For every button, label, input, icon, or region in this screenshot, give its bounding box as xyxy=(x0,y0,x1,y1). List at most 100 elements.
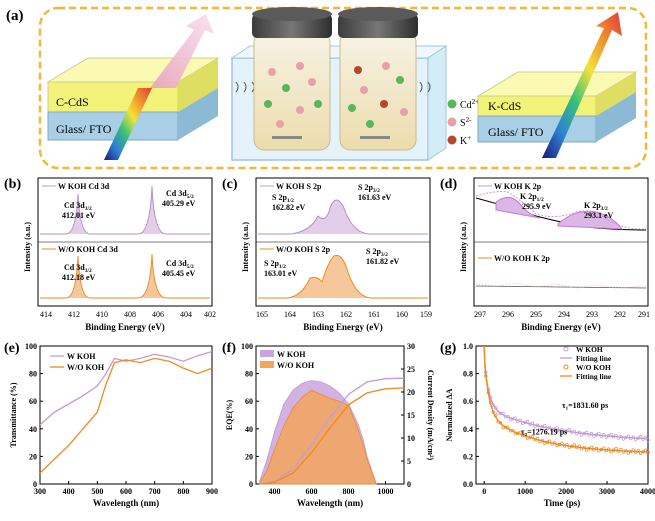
current-density-line-0 xyxy=(259,377,405,485)
y-tick-label: 20 xyxy=(245,452,253,461)
y-axis-label: EQE(%) xyxy=(225,400,234,431)
y-tick-label: 0.2 xyxy=(463,452,473,461)
c-top-spectrum xyxy=(258,199,428,235)
y-tick-label: 0.4 xyxy=(463,425,473,434)
chart-title-e: (e) xyxy=(4,341,20,356)
chart-title-g: (g) xyxy=(440,341,457,356)
right-bottom-label: Glass/ FTO xyxy=(488,125,544,139)
b-top-spectrum xyxy=(40,185,210,235)
current-density-line-1 xyxy=(259,387,405,485)
c-bottom-series: W/O KOH S 2p xyxy=(276,245,331,254)
panel-d-label: (d) xyxy=(440,177,457,192)
series-line-0 xyxy=(39,350,213,426)
y-right-tick-label: 30 xyxy=(407,342,415,351)
b-xtick: 402 xyxy=(204,310,216,319)
d-peak1: K 2p1/2 xyxy=(520,192,544,203)
x-tick-label: 800 xyxy=(177,487,189,496)
panel-d-ylabel: Intensity (a.u.) xyxy=(459,222,468,272)
b-top-series: W KOH Cd 3d xyxy=(58,182,110,191)
y-axis-label: Normalized ΔA xyxy=(445,388,454,441)
legend-entry: W KOH xyxy=(277,350,306,359)
x-tick-label: 900 xyxy=(206,487,218,496)
legend-k-ion: K+ xyxy=(460,134,471,147)
jar-right xyxy=(338,7,418,151)
ion-legend: Cd2+ S2- K+ xyxy=(447,98,479,147)
legend-s-ion: S2- xyxy=(460,116,472,129)
b-top-peak2: Cd 3d5/2 xyxy=(166,189,194,200)
d-peak2-value: 293.1 eV xyxy=(584,211,614,220)
b-bottom-series: W/O KOH Cd 3d xyxy=(58,245,118,254)
y-tick-label: 40 xyxy=(245,425,253,434)
x-axis-label: Wavelength (nm) xyxy=(297,498,363,508)
c-top-series: W KOH S 2p xyxy=(276,182,322,191)
b-xlabel: Binding Energy (eV) xyxy=(85,322,165,332)
y-tick-label: 0.6 xyxy=(463,397,473,406)
legend-swatch xyxy=(260,350,274,357)
data-point xyxy=(614,447,618,451)
left-bottom-label: Glass/ FTO xyxy=(56,122,112,136)
fitting-line-0 xyxy=(483,345,648,440)
b-xtick: 412 xyxy=(68,310,80,319)
c-top-peak1: S 2p1/2 xyxy=(272,193,294,204)
data-point xyxy=(621,437,626,441)
x-tick-label: 1000 xyxy=(517,487,533,496)
d-xtick: 296 xyxy=(502,310,514,319)
b-bottom-spectrum xyxy=(40,253,210,299)
b-bottom-peak2: Cd 3d5/2 xyxy=(166,259,194,270)
legend-marker xyxy=(563,346,569,352)
d-xtick: 297 xyxy=(474,310,486,319)
y-tick-label: 60 xyxy=(245,397,253,406)
b-top-peak1-value: 412.01 eV xyxy=(62,211,96,220)
legend-entry: W KOH xyxy=(576,345,603,354)
y-tick-label: 0 xyxy=(33,480,37,489)
d-xlabel: Binding Energy (eV) xyxy=(521,322,601,332)
x-tick-label: 3000 xyxy=(599,487,615,496)
c-xtick: 165 xyxy=(256,310,268,319)
y-right-axis-label: Current Density (mA/cm²) xyxy=(426,370,435,461)
y-tick-label: 1.0 xyxy=(463,342,473,351)
frame-border xyxy=(38,6,648,170)
y-tick-label: 0 xyxy=(249,480,253,489)
legend-entry: Fitting line xyxy=(576,354,612,363)
x-tick-label: 600 xyxy=(120,487,132,496)
d-bottom-raw xyxy=(475,282,647,289)
d-bottom-baseline xyxy=(475,285,647,289)
d-xtick: 294 xyxy=(558,310,570,319)
y-right-tick-label: 25 xyxy=(407,365,415,374)
right-top-label: K-CdS xyxy=(488,99,521,113)
panel-b-xps-cd3d: (b) Intensity (a.u.) W KOH Cd 3d Cd 3d3/… xyxy=(4,177,216,332)
y-tick-label: 0.8 xyxy=(463,370,473,379)
c-bottom-peak1-value: 163.01 eV xyxy=(264,269,298,278)
tau-annotation-0: τ₁=1831.60 ps xyxy=(562,401,608,410)
x-axis-label: Wavelength (nm) xyxy=(93,498,159,508)
b-xtick: 414 xyxy=(40,310,52,319)
y-right-tick-label: 20 xyxy=(407,388,415,397)
legend-entry: W/O KOH xyxy=(576,363,611,372)
panel-c-ylabel: Intensity (a.u.) xyxy=(241,222,250,272)
panel-e-transmittance-chart: (e) 300 400 500 600 700 800 900 0 20 40 60 80 100 Wave… xyxy=(4,341,218,508)
c-top-peak2-value: 161.63 eV xyxy=(358,193,392,202)
d-bottom-series: W/O KOH K 2p xyxy=(494,254,550,263)
panel-a: (a) C-CdS Glass/ FTO xyxy=(6,6,648,170)
legend-entry: Fitting line xyxy=(576,372,612,381)
legend-cd-ion: Cd2+ xyxy=(460,98,479,111)
d-top-raw xyxy=(475,191,647,230)
x-tick-label: 4000 xyxy=(640,487,655,496)
b-xtick: 408 xyxy=(124,310,136,319)
data-point xyxy=(609,432,613,437)
panel-c-label: (c) xyxy=(222,177,238,192)
x-tick-label: 700 xyxy=(149,487,161,496)
right-light-beam xyxy=(542,12,622,158)
left-beam-upper xyxy=(150,14,214,88)
c-bottom-peak1: S 2p1/2 xyxy=(264,259,286,270)
x-tick-label: 2000 xyxy=(558,487,574,496)
b-top-peak1: Cd 3d3/2 xyxy=(64,201,92,212)
c-top-peak1-value: 162.82 eV xyxy=(272,203,306,212)
b-xtick: 406 xyxy=(152,310,164,319)
panel-g-transient-absorption-chart: (g) 0 1000 2000 3000 4000 0.0 0.2 0.4 0.6 0.8 1.0 Ti… xyxy=(440,341,655,508)
y-axis-label: Transmittance (%) xyxy=(9,382,18,447)
legend-entry: W/O KOH xyxy=(67,363,105,372)
x-tick-label: 1000 xyxy=(378,487,394,496)
y-tick-label: 60 xyxy=(29,397,37,406)
y-right-tick-label: 10 xyxy=(407,434,415,443)
